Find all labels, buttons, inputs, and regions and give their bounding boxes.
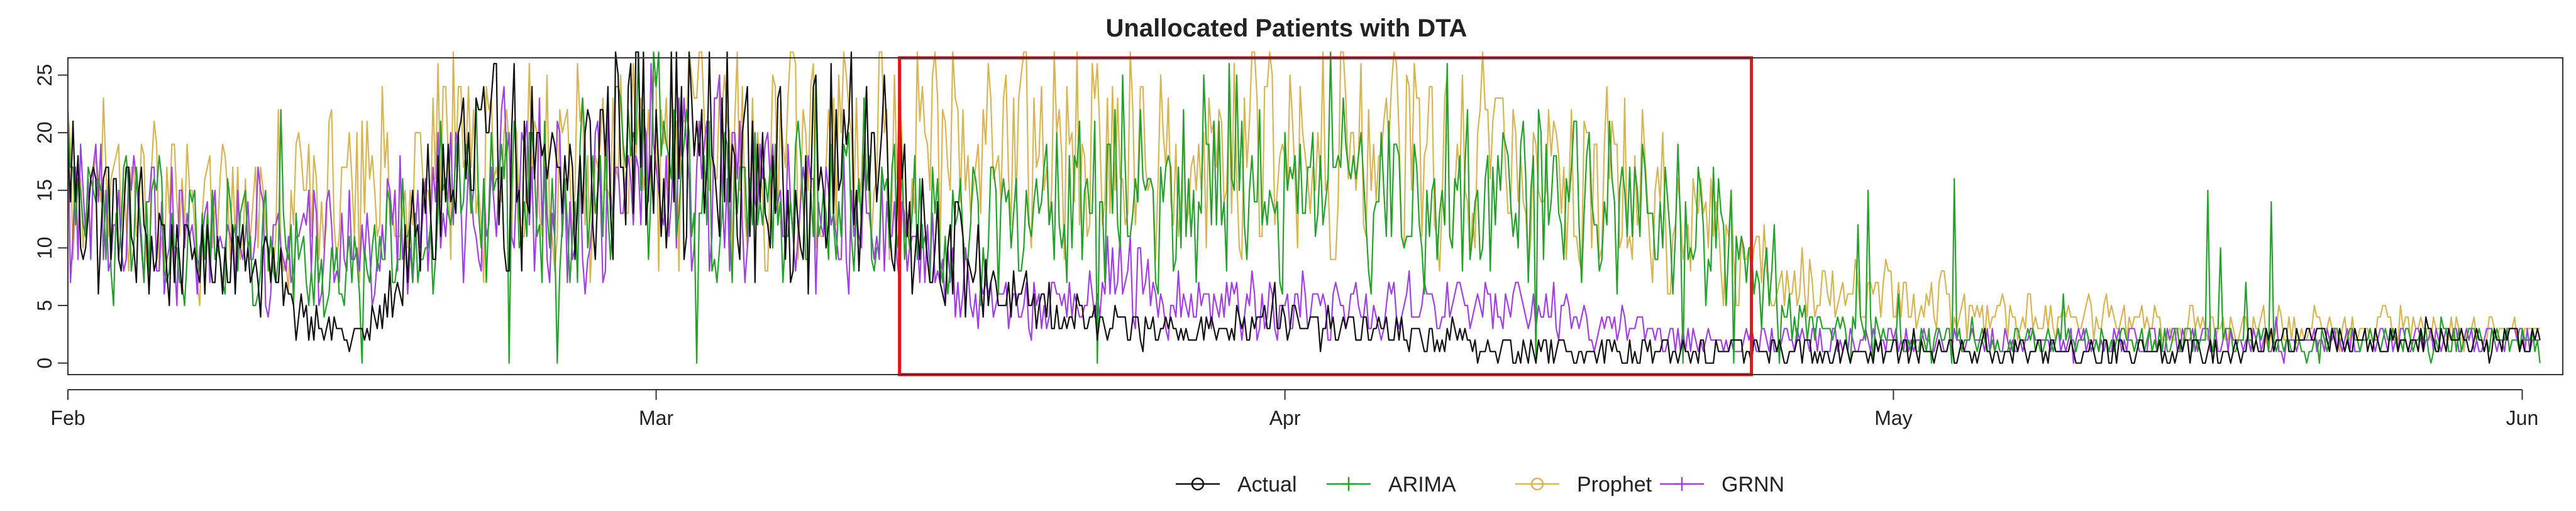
x-tick-label: May — [1874, 407, 1912, 429]
y-axis: 0 5 10 15 20 25 — [33, 64, 68, 369]
legend-label-grnn: GRNN — [1722, 473, 1784, 497]
chart-title: Unallocated Patients with DTA — [1106, 14, 1468, 42]
legend-label-arima: ARIMA — [1388, 473, 1456, 497]
series-line-actual — [67, 51, 2541, 364]
x-axis: Feb Mar Apr May Jun — [50, 389, 2539, 429]
legend: Actual ARIMA Prophet GRNN — [1176, 473, 1784, 497]
x-tick-label: Feb — [50, 407, 85, 429]
x-tick-label: Apr — [1269, 407, 1301, 429]
legend-marker-circle — [1191, 477, 1205, 491]
legend-marker-plus — [1342, 477, 1356, 491]
series-layer — [67, 51, 2541, 364]
x-tick-label: Jun — [2506, 407, 2539, 429]
y-tick-label: 5 — [33, 300, 56, 311]
series-line-prophet — [67, 51, 2540, 353]
y-tick-label: 20 — [33, 121, 56, 144]
y-tick-label: 15 — [33, 179, 56, 202]
y-tick-label: 0 — [33, 358, 56, 369]
y-tick-label: 25 — [33, 64, 56, 87]
plot-frame — [67, 57, 2563, 375]
x-tick-label: Mar — [639, 407, 673, 429]
legend-label-actual: Actual — [1237, 473, 1297, 497]
y-tick-label: 10 — [33, 237, 56, 260]
series-line-arima — [67, 51, 2541, 364]
legend-marker-plus — [1675, 477, 1689, 491]
legend-label-prophet: Prophet — [1577, 473, 1652, 497]
legend-marker-circle — [1530, 477, 1544, 491]
